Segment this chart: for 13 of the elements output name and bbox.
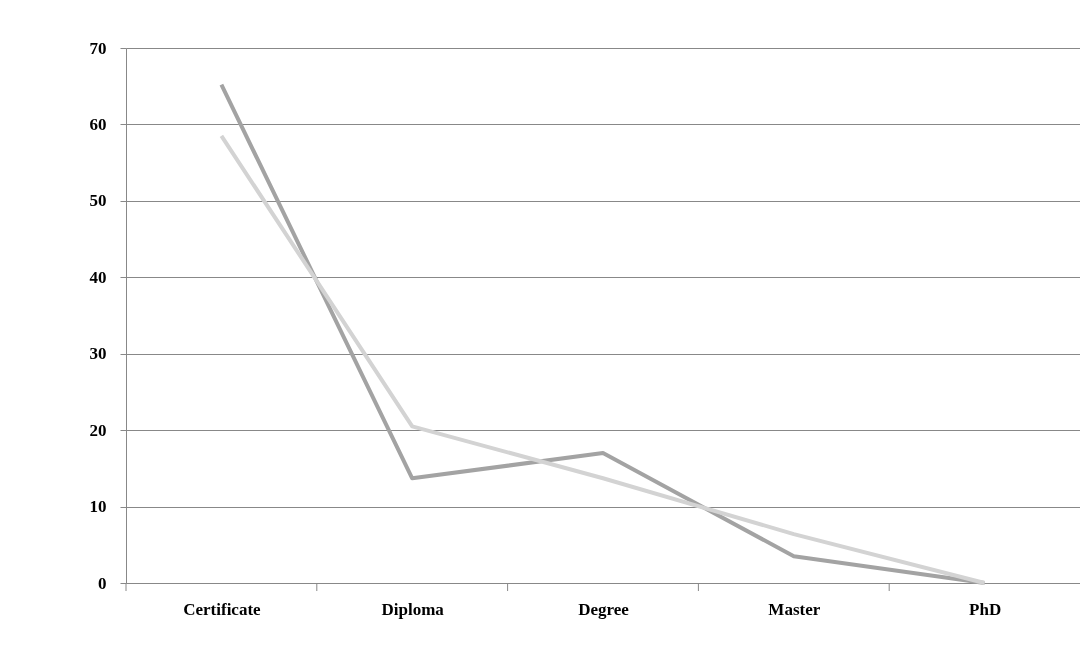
y-tick-label: 50 [89,191,107,211]
y-tick-label: 70 [89,38,107,58]
x-tick-label: PhD [969,599,1002,619]
y-tick-label: 10 [89,497,107,517]
y-tick-label: 30 [89,344,107,364]
y-tick-label: 20 [89,420,107,440]
y-tick-label: 0 [98,573,107,593]
x-tick-label: Degree [578,599,630,619]
y-tick-label: 60 [89,114,107,134]
y-tick-label: 40 [89,267,107,287]
x-tick-label: Certificate [183,599,262,619]
x-tick-label: Master [768,599,821,619]
x-tick-label: Diploma [381,599,445,619]
